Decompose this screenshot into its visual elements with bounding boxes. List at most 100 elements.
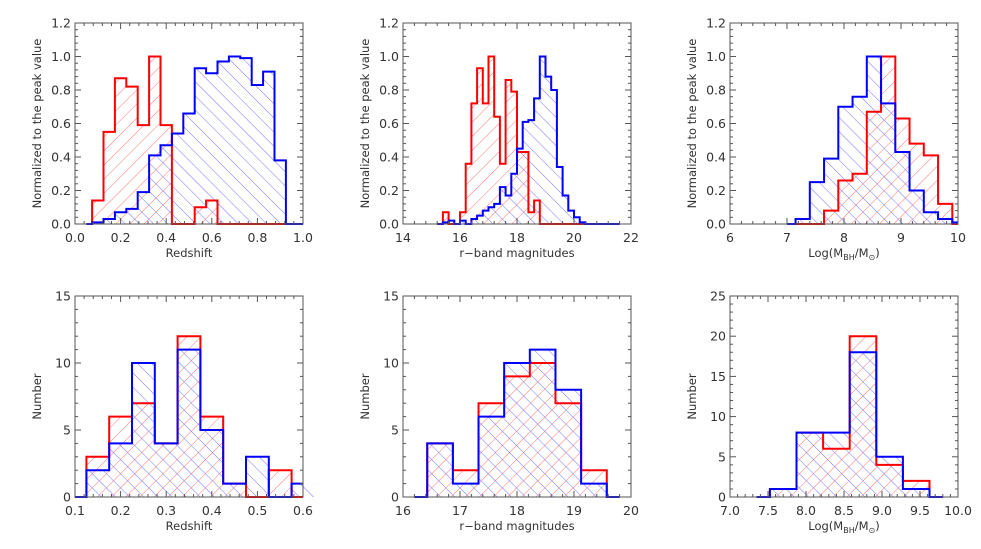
y-tick-label: 5: [391, 423, 399, 438]
y-tick-label: 0.4: [706, 150, 726, 165]
hatch-fills: [442, 56, 586, 224]
x-tick-label: 16: [395, 503, 411, 518]
axis-ticks: 14 16 18 20 22 0.0 0.2 0.4 0.6 0.8 1.0 1.2: [379, 16, 639, 246]
x-tick-label: 7.5: [758, 503, 778, 518]
histogram-bin-hatch: [109, 443, 132, 497]
histogram-bin-hatch: [291, 483, 303, 497]
axis-ticks: 16 17 18 19 20 0 5 10 15: [383, 289, 639, 519]
axis-ticks: 6 7 8 9 10 0.0 0.2 0.4 0.6 0.8 1.0 1.2: [706, 16, 966, 246]
histogram-bin-hatch: [494, 116, 500, 224]
histogram-bin-hatch: [504, 363, 530, 497]
x-tick-label: 0.2: [111, 503, 131, 518]
hatch-fills: [92, 56, 286, 225]
histogram-bin-hatch: [551, 90, 557, 224]
histogram-bin-hatch: [545, 76, 552, 224]
y-tick-label: 5: [63, 423, 71, 438]
histogram-bin-hatch: [452, 483, 479, 497]
x-tick-label: 18: [509, 230, 525, 245]
histogram-bin-hatch: [251, 84, 264, 224]
x-tick-label: 8.0: [796, 503, 816, 518]
y-tick-label: 0.6: [379, 116, 399, 131]
x-tick-label: 8.5: [834, 503, 854, 518]
histogram-outline-blue: [756, 351, 943, 498]
histogram-bin-hatch: [477, 68, 483, 224]
x-tick-label: 9: [897, 230, 905, 245]
panel-top-redshift: 0.0 0.2 0.4 0.6 0.8 1.0 0.0 0.2 0.4 0.6 0.8 1.0 1.2 R…: [30, 16, 313, 261]
x-tick-label: 6: [726, 230, 734, 245]
histogram-bin-hatch: [823, 432, 850, 497]
histogram-bin-hatch: [769, 488, 797, 497]
panel-top-rmag: 14 16 18 20 22 0.0 0.2 0.4 0.6 0.8 1.0 1.2 r−band ma…: [358, 16, 639, 261]
y-tick-label: 0: [391, 490, 399, 505]
histogram-bin-hatch: [895, 151, 910, 224]
histogram-bin-hatch: [171, 133, 184, 224]
y-tick-label: 0.2: [51, 183, 71, 198]
histogram-bin-hatch: [902, 488, 930, 497]
histogram-bin-hatch: [223, 483, 246, 497]
histogram-bin-hatch: [511, 173, 517, 224]
histogram-outline-blue: [414, 348, 620, 498]
x-tick-label: 0.6: [202, 230, 222, 245]
y-axis-label: Number: [685, 373, 699, 419]
histogram-bin-hatch: [838, 106, 853, 224]
axis-ticks: 0.1 0.2 0.3 0.4 0.5 0.6 0 5 10 15: [55, 289, 313, 519]
histogram-bin-hatch: [132, 363, 155, 497]
histogram-bin-hatch: [86, 470, 110, 497]
histogram-bin-hatch: [194, 68, 207, 224]
x-axis-label: Log(MBH/M⊙): [808, 246, 879, 262]
histogram-bin-hatch: [488, 207, 495, 224]
y-tick-label: 10: [710, 409, 726, 424]
histogram-bin-hatch: [581, 483, 607, 497]
histogram-bin-hatch: [103, 131, 115, 224]
y-tick-label: 1.2: [51, 16, 71, 31]
histogram-bin-hatch: [482, 210, 489, 224]
histogram-bin-hatch: [499, 187, 506, 224]
panel-bottom-rmag: 16 17 18 19 20 0 5 10 15 r−band magnitudes Number: [358, 289, 639, 534]
y-tick-label: 0.4: [51, 150, 71, 165]
x-tick-label: 20: [623, 503, 639, 518]
y-axis-label: Normalized to the peak value: [358, 39, 372, 209]
histogram-bin-hatch: [92, 200, 104, 224]
histogram-outline-blue: [437, 55, 620, 225]
y-tick-label: 1.2: [706, 16, 726, 31]
histogram-bin-hatch: [534, 98, 540, 224]
x-tick-label: 0.3: [156, 503, 176, 518]
x-axis-label: Redshift: [166, 519, 213, 533]
x-axis-label: Log(MBH/M⊙): [808, 519, 879, 535]
histogram-bin-hatch: [488, 56, 495, 224]
step-outlines: [787, 55, 958, 225]
histogram-bin-hatch: [574, 217, 580, 224]
y-axis-label: Normalized to the peak value: [30, 39, 44, 209]
y-tick-label: 0.6: [706, 116, 726, 131]
histogram-bin-hatch: [246, 456, 269, 497]
histogram-bin-hatch: [206, 73, 218, 224]
histogram-bin-hatch: [263, 71, 275, 224]
histogram-bin-hatch: [465, 163, 472, 224]
histogram-bin-hatch: [228, 56, 241, 224]
histogram-bin-hatch: [528, 120, 535, 224]
histogram-bin-hatch: [200, 430, 224, 497]
histogram-bin-hatch: [517, 148, 523, 224]
histogram-bin-hatch: [539, 56, 546, 224]
y-tick-label: 1.0: [51, 49, 71, 64]
histogram-outline-blue: [787, 55, 958, 225]
histogram-bin-hatch: [137, 125, 150, 224]
histogram-bin-hatch: [529, 349, 556, 497]
x-tick-label: 19: [566, 503, 582, 518]
histogram-bin-hatch: [137, 192, 150, 224]
y-tick-label: 0.0: [379, 217, 399, 232]
y-tick-label: 15: [55, 289, 71, 304]
histogram-bin-hatch: [448, 220, 455, 224]
histogram-bin-hatch: [177, 349, 201, 497]
histogram-bin-hatch: [809, 182, 825, 224]
y-tick-label: 0.2: [379, 183, 399, 198]
histogram-bin-hatch: [494, 203, 500, 224]
histogram-bin-hatch: [796, 432, 824, 497]
histogram-bin-hatch: [160, 145, 172, 224]
histogram-bin-hatch: [274, 160, 286, 224]
y-tick-label: 15: [710, 369, 726, 384]
panel-bottom-mbh: 7.0 7.5 8.0 8.5 9.0 9.5 10.0 0 5 10 15 20 25 Log(MBH/…: [685, 289, 972, 536]
x-tick-label: 0.4: [202, 503, 222, 518]
y-tick-label: 0.0: [51, 217, 71, 232]
x-tick-label: 1.0: [293, 230, 313, 245]
